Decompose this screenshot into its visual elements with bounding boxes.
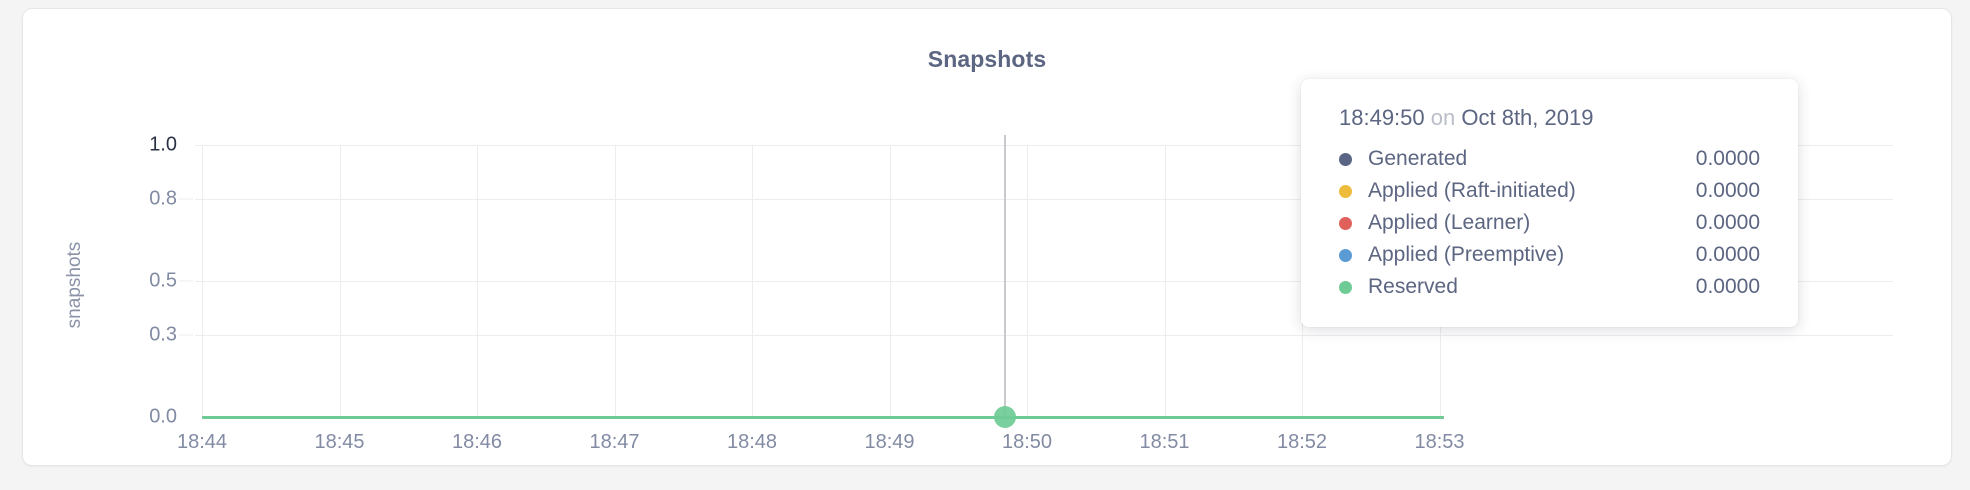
series-line bbox=[202, 415, 1444, 419]
tooltip-series-value: 0.0000 bbox=[1695, 147, 1760, 170]
x-gridline bbox=[752, 145, 753, 417]
hover-tooltip: 18:49:50 on Oct 8th, 2019 Generated 0.000… bbox=[1301, 79, 1798, 327]
crosshair-line bbox=[1003, 135, 1006, 417]
x-axis-tick-label: 18:52 bbox=[1276, 431, 1328, 453]
tooltip-timestamp: 18:49:50 on Oct 8th, 2019 bbox=[1339, 105, 1760, 131]
x-axis-tick-label: 18:45 bbox=[314, 431, 365, 453]
x-axis-tick-label: 18:51 bbox=[1139, 431, 1190, 453]
tooltip-series-row: Applied (Preemptive) 0.0000 bbox=[1339, 239, 1760, 271]
y-tick-mark bbox=[179, 198, 193, 200]
page-title: Snapshots bbox=[927, 46, 1047, 72]
x-axis-tick-label: 18:44 bbox=[176, 431, 228, 453]
series-color-dot-icon bbox=[1339, 152, 1352, 166]
x-axis-tick-label: 18:48 bbox=[726, 431, 778, 453]
y-tick-mark bbox=[179, 334, 193, 336]
tooltip-time: 18:49:50 bbox=[1339, 105, 1425, 130]
x-gridline bbox=[339, 145, 341, 417]
y-gridline bbox=[195, 335, 1893, 337]
hover-point-marker bbox=[993, 406, 1016, 428]
y-gridline bbox=[195, 281, 1893, 282]
x-axis-tick-label: 18:46 bbox=[451, 431, 503, 453]
tooltip-series-label: Applied (Preemptive) bbox=[1368, 243, 1565, 266]
series-color-dot-icon bbox=[1339, 184, 1352, 198]
tooltip-series-row: Generated 0.0000 bbox=[1339, 143, 1760, 175]
tooltip-series-row: Reserved 0.0000 bbox=[1339, 271, 1760, 303]
x-gridline bbox=[477, 145, 478, 417]
tooltip-series-row: Applied (Learner) 0.0000 bbox=[1339, 207, 1760, 239]
tooltip-series-label: Generated bbox=[1368, 147, 1468, 170]
tooltip-series-label: Reserved bbox=[1368, 275, 1458, 298]
tooltip-separator: on bbox=[1430, 105, 1456, 130]
tooltip-series-label: Applied (Raft-initiated) bbox=[1368, 179, 1576, 202]
y-axis-tick-label: 0.3 bbox=[149, 323, 177, 346]
y-tick-mark bbox=[179, 280, 193, 282]
x-gridline bbox=[1164, 145, 1166, 417]
y-axis-tick-label: 0.5 bbox=[149, 269, 177, 292]
x-axis-tick-label: 18:53 bbox=[1414, 431, 1465, 453]
series-color-dot-icon bbox=[1339, 216, 1352, 230]
x-axis-tick-label: 18:50 bbox=[1001, 431, 1053, 453]
x-axis-tick-label: 18:49 bbox=[864, 431, 915, 453]
x-gridline bbox=[614, 145, 616, 417]
y-axis-tick-label: 1.0 bbox=[149, 133, 177, 156]
x-gridline bbox=[1027, 145, 1028, 417]
y-axis-tick-label: 0.8 bbox=[149, 187, 177, 210]
x-axis-tick-label: 18:47 bbox=[589, 431, 640, 453]
y-gridline bbox=[195, 199, 1893, 201]
tooltip-series-value: 0.0000 bbox=[1695, 243, 1760, 266]
tooltip-series-row: Applied (Raft-initiated) 0.0000 bbox=[1339, 175, 1760, 207]
x-gridline bbox=[202, 145, 203, 417]
y-axis-tick-label: 0.0 bbox=[149, 405, 177, 428]
tooltip-date: Oct 8th, 2019 bbox=[1461, 105, 1594, 130]
tooltip-series-value: 0.0000 bbox=[1695, 179, 1760, 202]
tooltip-series-value: 0.0000 bbox=[1695, 211, 1760, 234]
chart-card: Snapshots snapshots 0.0 0.3 0.5 0.8 1.0 18:44… bbox=[22, 8, 1952, 466]
tooltip-series-value: 0.0000 bbox=[1695, 275, 1760, 298]
x-gridline bbox=[889, 145, 891, 417]
y-axis-title: snapshots bbox=[64, 241, 85, 329]
series-color-dot-icon bbox=[1339, 280, 1352, 294]
tooltip-series-list: Generated 0.0000 Applied (Raft-initiated) 0… bbox=[1339, 143, 1760, 303]
y-gridline bbox=[195, 145, 1893, 146]
tooltip-series-label: Applied (Learner) bbox=[1368, 211, 1531, 234]
series-color-dot-icon bbox=[1339, 248, 1352, 262]
